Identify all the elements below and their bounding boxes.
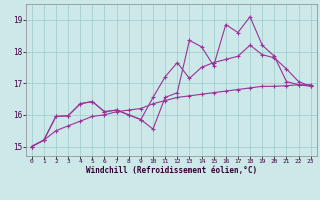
X-axis label: Windchill (Refroidissement éolien,°C): Windchill (Refroidissement éolien,°C) — [86, 166, 257, 175]
